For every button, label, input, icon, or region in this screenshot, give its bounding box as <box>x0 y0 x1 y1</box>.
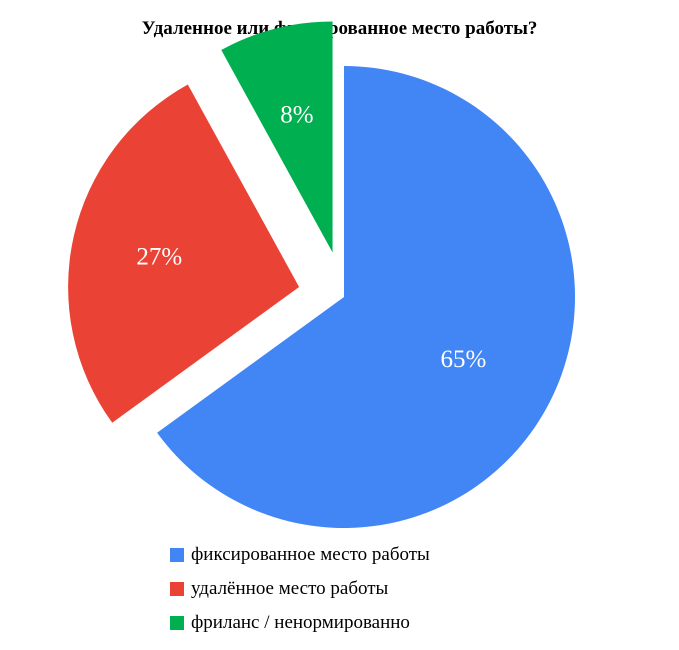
legend-swatch-2 <box>170 582 184 596</box>
chart-title: Удаленное или фиксированное место работы… <box>141 18 538 39</box>
legend-item-1: фиксированное место работы <box>170 538 430 572</box>
slice-label-3: 8% <box>280 102 313 129</box>
slice-label-2: 27% <box>136 244 182 271</box>
pie-slice-1 <box>157 66 576 529</box>
slice-label-1: 65% <box>440 346 486 373</box>
legend-label-3: фриланс / ненормированно <box>191 612 410 633</box>
pie-slice-3 <box>221 21 333 253</box>
legend-label-1: фиксированное место работы <box>191 544 430 565</box>
pie-slice-2 <box>68 84 300 423</box>
pie-chart: 65% 27% 8% <box>68 21 576 529</box>
legend-item-2: удалённое место работы <box>170 572 430 606</box>
legend-label-2: удалённое место работы <box>191 578 389 599</box>
legend-item-3: фриланс / ненормированно <box>170 606 430 640</box>
legend-swatch-1 <box>170 548 184 562</box>
chart-legend: фиксированное место работы удалённое мест… <box>170 538 430 640</box>
legend-swatch-3 <box>170 616 184 630</box>
